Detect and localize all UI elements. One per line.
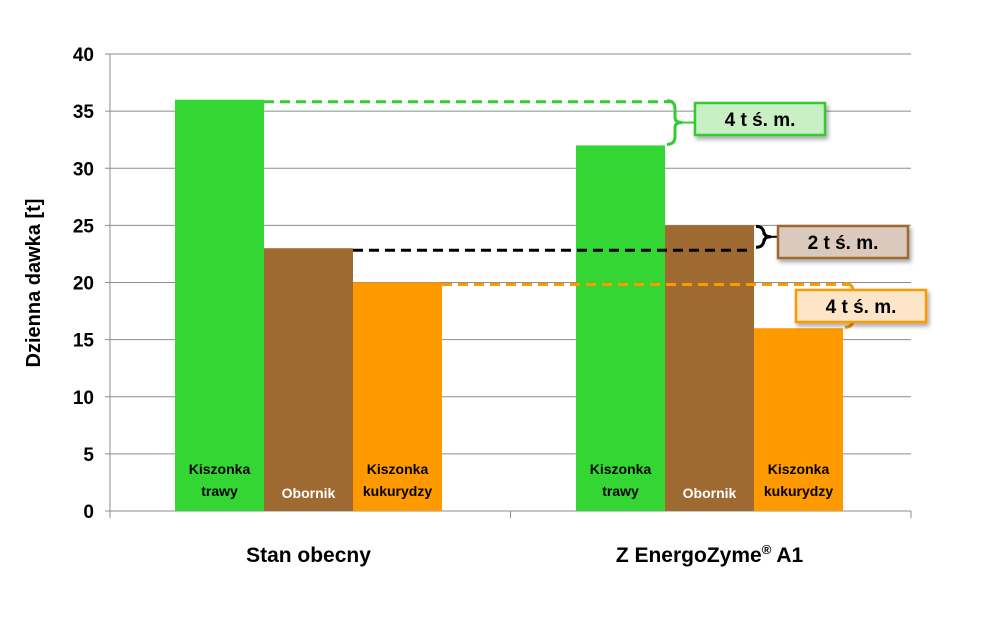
y-tick-label: 5: [83, 445, 94, 466]
bar-label: kukurydzy: [363, 483, 432, 499]
category-label: Z EnergoZyme® A1: [616, 542, 804, 567]
y-tick-label: 15: [73, 331, 95, 352]
y-tick-label: 25: [73, 216, 95, 237]
y-tick-label: 20: [73, 274, 94, 295]
y-tick-label: 40: [73, 45, 94, 66]
bars: Kiszonka trawy Kiszonka trawy Obornik Obornik…: [175, 99, 843, 511]
difference-bracket: [666, 99, 683, 146]
difference-label: 4 t ś. m.: [725, 110, 796, 131]
y-tick-label: 0: [83, 502, 94, 523]
y-axis-label: Dzienna dawka [t]: [23, 199, 45, 368]
bar-label: kukurydzy: [764, 483, 833, 499]
difference-bracket: [755, 224, 772, 249]
bar-label: Obornik: [282, 485, 336, 501]
bar-label: trawy: [602, 483, 639, 499]
bar: [754, 328, 843, 511]
difference-label-box: [776, 224, 910, 260]
bar: [576, 145, 665, 511]
difference-label: 4 t ś. m.: [826, 297, 897, 318]
bar: [175, 99, 264, 511]
difference-label-box: [794, 288, 928, 324]
bar-label: Kiszonka: [590, 461, 652, 477]
y-tick-label: 30: [73, 159, 94, 180]
bar: [264, 248, 353, 511]
bar-label: Kiszonka: [189, 461, 251, 477]
difference-label: 2 t ś. m.: [808, 233, 879, 254]
bar-label: Kiszonka: [367, 461, 429, 477]
annotations: 4 t ś. m. 2 t ś. m. 4 t ś. m.: [264, 99, 928, 329]
difference-label-box: [693, 101, 827, 137]
y-tick-label: 35: [73, 102, 95, 123]
bar: [665, 225, 754, 511]
bar-label: Obornik: [683, 485, 737, 501]
bar: [353, 282, 442, 511]
y-tick-label: 10: [73, 388, 94, 409]
bar-label: trawy: [201, 483, 238, 499]
bar-label: Kiszonka: [768, 461, 830, 477]
category-label: Stan obecny: [246, 544, 371, 567]
